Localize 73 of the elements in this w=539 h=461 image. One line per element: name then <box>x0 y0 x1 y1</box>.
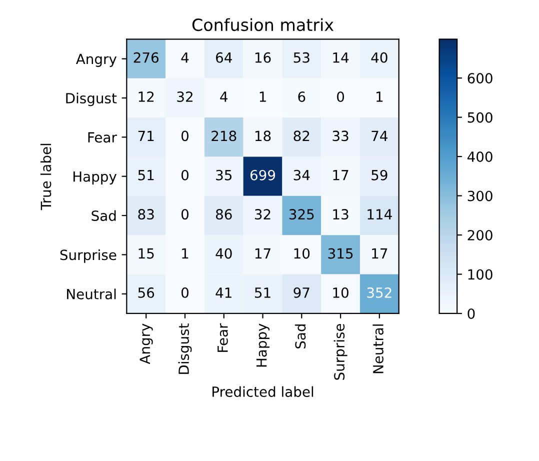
color-bar-label: 200 <box>468 230 492 240</box>
data-label: 16 <box>255 52 271 63</box>
data-label: 218 <box>212 130 236 142</box>
data-label: 56 <box>138 287 154 298</box>
data-label: 0 <box>181 170 188 180</box>
data-label: 276 <box>134 52 158 63</box>
data-label: 1 <box>182 248 188 259</box>
color-bar-label: 300 <box>468 190 492 202</box>
data-label: 0 <box>337 91 344 102</box>
data-label: 51 <box>138 170 154 180</box>
x-tick-label: Happy <box>256 324 270 367</box>
data-label: 74 <box>372 130 388 141</box>
data-label: 0 <box>181 287 188 298</box>
x-tick-label: Disgust <box>178 324 192 374</box>
data-label: 4 <box>181 52 189 63</box>
x-tick-label: Surprise <box>334 324 348 380</box>
y-tick-label: Surprise <box>60 249 116 263</box>
data-label: 114 <box>368 209 392 220</box>
y-tick-label: Happy <box>73 171 117 184</box>
data-label: 34 <box>294 170 310 180</box>
data-label: 0 <box>181 209 188 220</box>
data-label: 1 <box>376 92 383 102</box>
data-label: 10 <box>333 287 348 298</box>
x-tick-label: Fear <box>218 323 228 352</box>
data-label: 6 <box>298 91 306 102</box>
data-label: 17 <box>372 248 388 259</box>
x-axis-title: Predicted label <box>212 386 314 398</box>
data-label: 315 <box>328 248 353 259</box>
data-label: 17 <box>333 170 348 180</box>
data-label: 40 <box>371 52 388 63</box>
data-label: 699 <box>250 170 276 180</box>
x-tick-label: Angry <box>140 324 153 364</box>
data-label: 0 <box>181 130 188 142</box>
color-bar-label: 500 <box>468 112 492 123</box>
data-label: 59 <box>372 170 388 180</box>
data-label: 40 <box>216 248 232 259</box>
color-bar-label: 600 <box>468 73 492 84</box>
data-label: 12 <box>138 91 154 102</box>
data-label: 41 <box>216 288 232 298</box>
color-bar-label: 0 <box>468 308 475 319</box>
data-label: 97 <box>294 287 310 298</box>
x-tick-label: Neutral <box>372 324 384 374</box>
data-label: 17 <box>255 248 270 259</box>
data-label: 51 <box>255 288 270 298</box>
data-label: 32 <box>254 209 270 220</box>
data-label: 64 <box>216 52 232 63</box>
x-tick-label: Sad <box>294 324 306 348</box>
color-bar-label: 100 <box>468 269 492 280</box>
y-tick-label: Neutral <box>67 288 116 300</box>
data-label: 82 <box>294 130 310 142</box>
y-tick-label: Sad <box>92 210 116 221</box>
data-label: 86 <box>216 209 232 220</box>
data-label: 14 <box>333 52 349 63</box>
data-label: 1 <box>260 92 266 102</box>
data-label: 15 <box>138 248 154 259</box>
data-label: 32 <box>177 91 192 102</box>
y-axis-title: True label <box>40 144 52 210</box>
data-label: 13 <box>333 209 348 220</box>
y-tick-label: Disgust <box>66 92 117 106</box>
chart-title: Confusion matrix <box>192 18 334 32</box>
data-label: 325 <box>289 209 314 220</box>
data-label: 10 <box>294 248 310 259</box>
data-label: 4 <box>220 92 228 102</box>
data-label: 83 <box>138 209 154 220</box>
data-label: 71 <box>138 130 154 141</box>
data-label: 35 <box>216 170 232 180</box>
data-label: 33 <box>332 130 348 142</box>
data-label: 18 <box>255 130 271 142</box>
color-bar-label: 400 <box>467 151 492 162</box>
y-tick-label: Angry <box>76 54 117 67</box>
data-label: 53 <box>294 52 310 63</box>
data-label: 352 <box>367 287 392 298</box>
y-tick-label: Fear <box>88 132 117 143</box>
